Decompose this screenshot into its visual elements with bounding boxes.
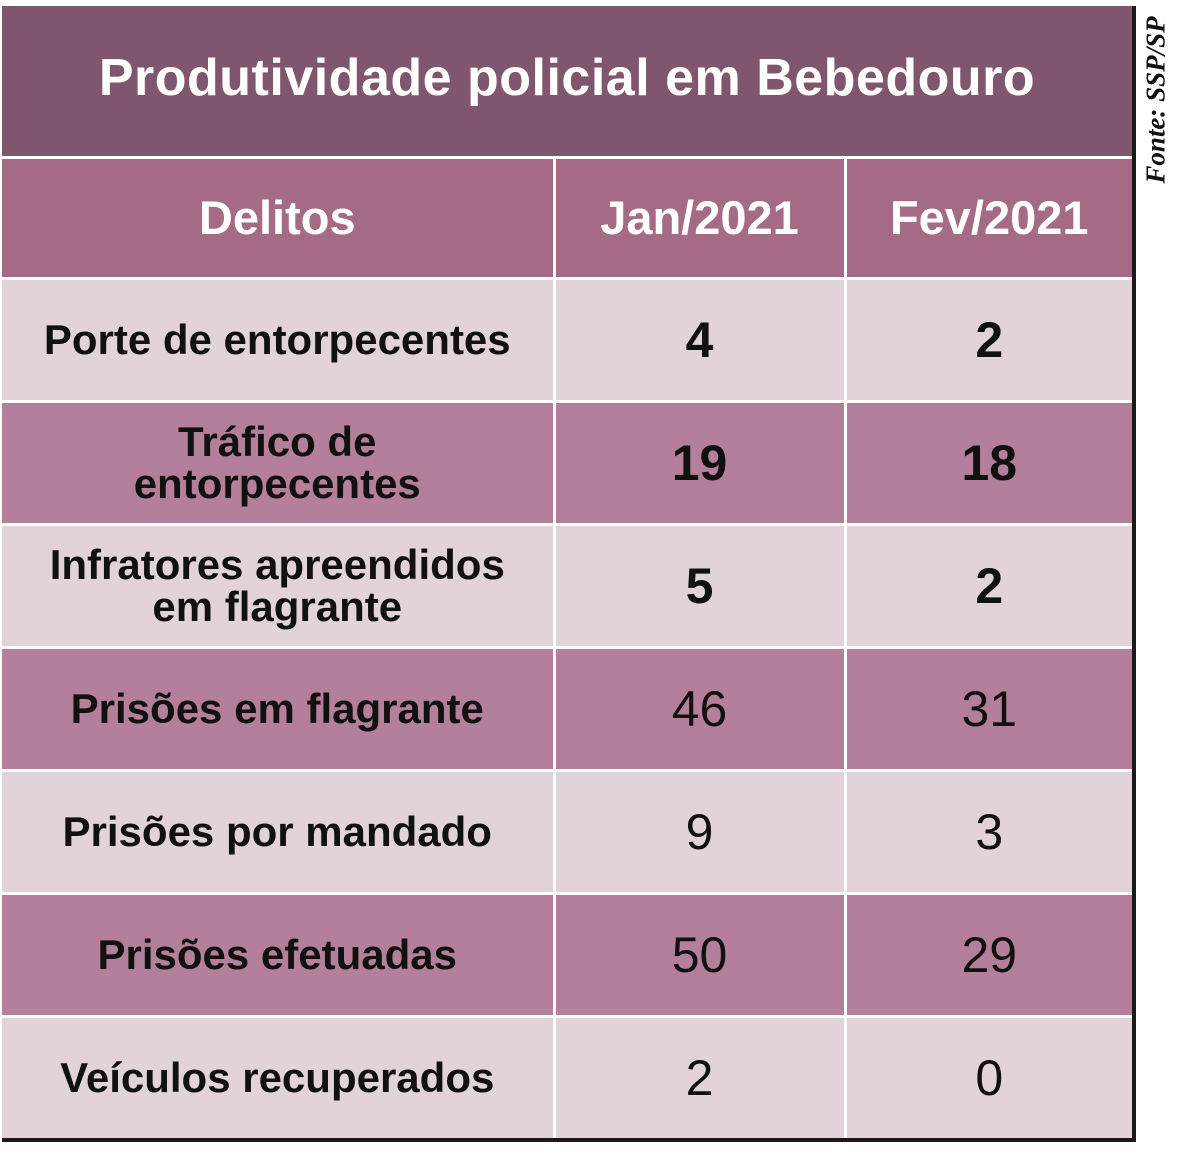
title-bar: Produtividade policial em Bebedouro <box>2 6 1132 156</box>
value-fev-2021: 18 <box>846 402 1132 523</box>
value-fev-2021: 2 <box>846 279 1132 400</box>
row-label: Prisões em flagrante <box>2 648 553 769</box>
column-header-delitos: Delitos <box>2 159 553 277</box>
source-credit: Fonte: SSP/SP <box>1140 16 1171 184</box>
row-label: Veículos recuperados <box>2 1017 553 1138</box>
value-jan-2021: 4 <box>555 279 844 400</box>
value-jan-2021: 5 <box>555 525 844 646</box>
value-fev-2021: 3 <box>846 771 1132 892</box>
value-fev-2021: 31 <box>846 648 1132 769</box>
value-jan-2021: 19 <box>555 402 844 523</box>
value-jan-2021: 2 <box>555 1017 844 1138</box>
row-label: Prisões efetuadas <box>2 894 553 1015</box>
value-fev-2021: 29 <box>846 894 1132 1015</box>
data-table: Delitos Jan/2021 Fev/2021 Porte de entorpec… <box>2 156 1132 1138</box>
value-jan-2021: 46 <box>555 648 844 769</box>
row-label: Infratores apreendidos em flagrante <box>2 525 553 646</box>
value-jan-2021: 9 <box>555 771 844 892</box>
column-header-jan-2021: Jan/2021 <box>555 159 844 277</box>
value-fev-2021: 2 <box>846 525 1132 646</box>
value-fev-2021: 0 <box>846 1017 1132 1138</box>
table-figure: Produtividade policial em Bebedouro Deli… <box>2 6 1136 1142</box>
column-header-fev-2021: Fev/2021 <box>846 159 1132 277</box>
table-title: Produtividade policial em Bebedouro <box>98 49 1036 107</box>
row-label: Prisões por mandado <box>2 771 553 892</box>
row-label: Porte de entorpecentes <box>2 279 553 400</box>
row-label: Tráfico de entorpecentes <box>2 402 553 523</box>
value-jan-2021: 50 <box>555 894 844 1015</box>
